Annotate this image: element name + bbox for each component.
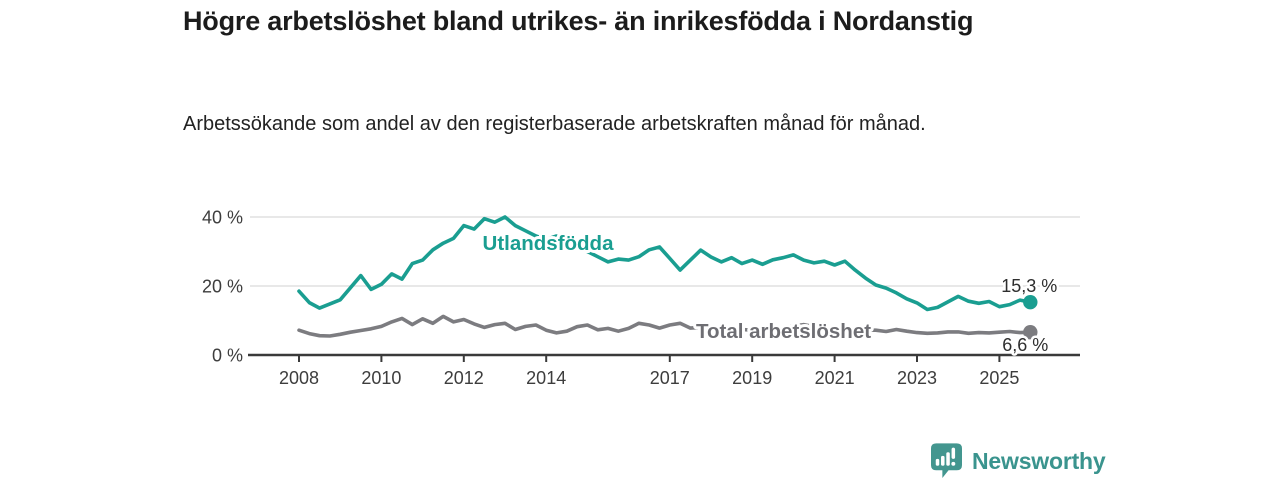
x-tick-label: 2017 [650, 368, 690, 388]
x-tick-label: 2023 [897, 368, 937, 388]
series-end-dot-total-arbetsloshet [1023, 325, 1038, 340]
y-tick-label: 0 % [212, 346, 243, 366]
x-tick-label: 2025 [979, 368, 1019, 388]
x-tick-label: 2021 [815, 368, 855, 388]
end-value-label-utlandsfodda: 15,3 % [1001, 276, 1057, 296]
end-value-label-total-arbetsloshet: 6,6 % [1002, 335, 1048, 355]
x-tick-label: 2008 [279, 368, 319, 388]
page-title: Högre arbetslöshet bland utrikes- än inr… [183, 6, 974, 36]
y-tick-label: 20 % [202, 277, 243, 297]
x-tick-label: 2010 [361, 368, 401, 388]
x-tick-label: 2012 [444, 368, 484, 388]
x-tick-label: 2019 [732, 368, 772, 388]
x-tick-label: 2014 [526, 368, 566, 388]
newsworthy-logo-icon [931, 443, 962, 479]
newsworthy-brand: Newsworthy [931, 443, 1106, 479]
series-label-total-arbetsloshet: Total arbetslöshet [696, 320, 871, 343]
chart-subtitle: Arbetssökande som andel av den registerb… [183, 113, 926, 135]
series-line-utlandsfodda [297, 215, 1033, 312]
brand-name: Newsworthy [972, 447, 1106, 474]
series-end-dot-utlandsfodda [1023, 295, 1038, 310]
series-label-utlandsfodda: Utlandsfödda [483, 232, 615, 255]
series-line-total-arbetsloshet [297, 314, 1033, 338]
y-tick-label: 40 % [202, 208, 243, 228]
